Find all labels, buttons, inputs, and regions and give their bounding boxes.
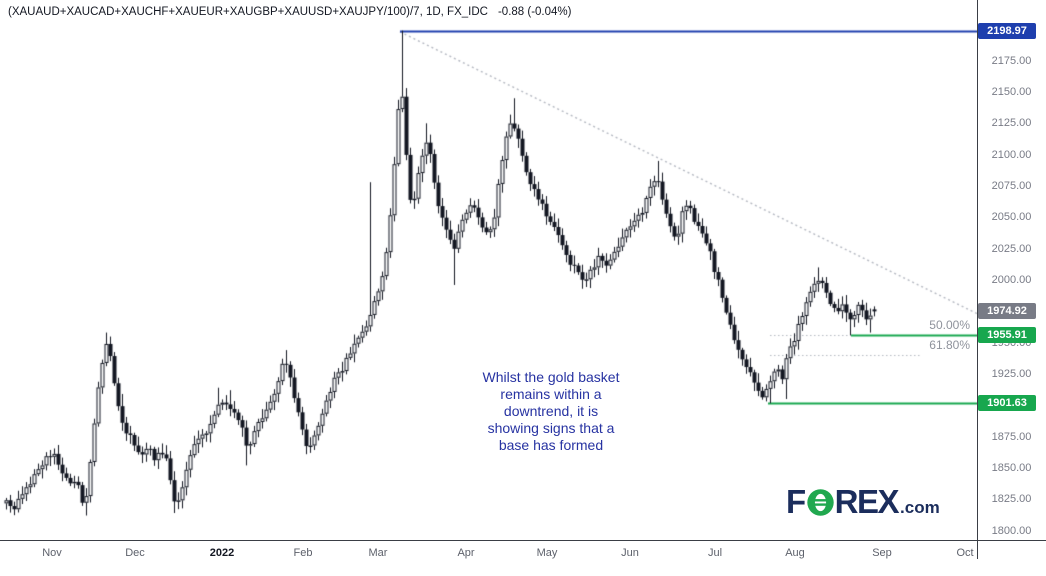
forex-logo-o-icon — [806, 489, 834, 516]
price-tick-label: 2100.00 — [991, 148, 1032, 161]
time-tick-label: Oct — [956, 547, 974, 559]
price-tick-label: 2000.00 — [991, 273, 1032, 286]
forex-logo-f: F — [786, 483, 806, 520]
price-tick-label: 2125.00 — [991, 117, 1032, 130]
price-badge-green: 1955.91 — [978, 327, 1036, 344]
symbol-change: -0.88 (-0.04%) — [497, 6, 572, 18]
annotation-line: remains within a — [500, 386, 602, 402]
price-tick-label: 1800.00 — [991, 524, 1032, 537]
annotation-line: downtrend, it is — [503, 403, 599, 419]
price-tick-label: 2075.00 — [991, 179, 1032, 192]
time-tick-label: 2022 — [209, 547, 235, 559]
price-tick-label: 2175.00 — [991, 54, 1032, 67]
price-tick-label: 2150.00 — [991, 86, 1032, 98]
time-tick-label: Jun — [621, 547, 639, 559]
price-chart-canvas[interactable] — [0, 0, 977, 540]
chart-annotation: Whilst the gold basket remains within a … — [445, 369, 657, 454]
price-tick-label: 1925.00 — [991, 367, 1032, 380]
annotation-line: showing signs that a — [487, 420, 615, 436]
price-badge-current: 1974.92 — [978, 303, 1036, 320]
time-tick-label: Mar — [368, 547, 388, 559]
price-tick-label: 2050.00 — [991, 211, 1032, 224]
price-tick-label: 1850.00 — [991, 461, 1032, 474]
time-tick-label: Sep — [872, 547, 892, 559]
price-badge-high: 2198.97 — [978, 22, 1036, 39]
annotation-line: Whilst the gold basket — [482, 369, 620, 385]
symbol-title: (XAUAUD+XAUCAD+XAUCHF+XAUEUR+XAUGBP+XAUU… — [8, 6, 571, 18]
time-tick-label: Nov — [42, 547, 62, 559]
price-tick-label: 2025.00 — [991, 242, 1032, 255]
price-tick-label: 1875.00 — [991, 430, 1032, 443]
time-tick-label: Feb — [293, 547, 313, 559]
price-tick-label: 1825.00 — [991, 493, 1032, 506]
time-tick-label: Dec — [125, 547, 145, 559]
time-tick-label: Jul — [707, 547, 723, 559]
fib-level-label: 50.00% — [929, 318, 970, 333]
axis-horizontal-border — [0, 540, 1046, 541]
fib-level-label: 61.80% — [929, 338, 970, 353]
forex-logo: F REX .com — [786, 483, 940, 520]
time-tick-label: May — [536, 547, 558, 559]
time-tick-label: Apr — [457, 547, 475, 559]
price-axis[interactable]: 2175.00 2150.00 2125.00 2100.00 2075.00 2050.… — [977, 0, 1046, 540]
forex-logo-dotcom: .com — [900, 498, 940, 517]
forex-logo-rex: REX — [834, 483, 900, 520]
annotation-line: base has formed — [498, 437, 604, 453]
price-badge-green: 1901.63 — [978, 395, 1036, 412]
axis-vertical-border — [977, 0, 978, 559]
time-axis[interactable]: Nov Dec 2022 Feb Mar Apr May Jun Jul Aug Sep Oct — [0, 541, 1046, 576]
time-tick-label: Aug — [785, 547, 805, 559]
symbol-title-text: (XAUAUD+XAUCAD+XAUCHF+XAUEUR+XAUGBP+XAUU… — [8, 6, 488, 18]
